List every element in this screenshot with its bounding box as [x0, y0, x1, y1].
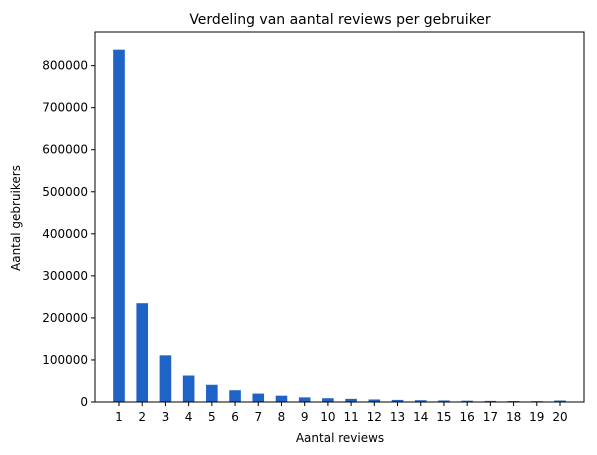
y-tick-label: 300000 — [42, 269, 88, 283]
chart-title: Verdeling van aantal reviews per gebruik… — [189, 12, 491, 28]
bar-15 — [438, 400, 450, 402]
x-tick-label: 4 — [185, 410, 193, 424]
x-tick-label: 3 — [162, 410, 170, 424]
x-tick-label: 20 — [552, 410, 567, 424]
bar-13 — [391, 399, 404, 402]
plot-area: 1 2 3 4 5 6 7 8 9 10 11 12 13 14 15 16 17 18 19 20010000020… — [42, 31, 585, 424]
x-tick-label: 8 — [278, 410, 286, 424]
x-axis-title: Aantal reviews — [296, 431, 384, 445]
bar-17 — [484, 400, 497, 402]
x-tick-label: 2 — [138, 410, 146, 424]
x-tick-label: 16 — [460, 410, 475, 424]
x-tick-label: 11 — [343, 410, 358, 424]
bar-20 — [554, 400, 566, 402]
x-tick-label: 6 — [231, 410, 239, 424]
bar-9 — [298, 397, 311, 402]
x-tick-label: 19 — [529, 410, 544, 424]
x-tick-label: 7 — [254, 410, 262, 424]
bar-1 — [113, 49, 125, 403]
x-tick-label: 1 — [115, 410, 123, 424]
y-tick-label: 100000 — [42, 353, 88, 367]
y-tick-label: 700000 — [42, 101, 88, 115]
y-tick-label: 200000 — [42, 311, 88, 325]
x-tick-label: 18 — [506, 410, 521, 424]
y-tick-label: 600000 — [42, 143, 88, 157]
bar-16 — [461, 400, 473, 402]
x-tick-label: 5 — [208, 410, 216, 424]
bar-4 — [182, 375, 195, 402]
y-tick-label: 800000 — [42, 59, 88, 73]
y-axis-title: Aantal gebruikers — [9, 165, 23, 271]
bar-8 — [275, 395, 288, 402]
bar-12 — [368, 399, 381, 402]
y-tick-label: 0 — [80, 395, 88, 409]
bar-11 — [345, 398, 357, 402]
x-tick-label: 9 — [301, 410, 309, 424]
bar-6 — [229, 390, 241, 402]
bar-7 — [252, 393, 265, 402]
bar-5 — [206, 384, 218, 402]
bar-3 — [159, 355, 172, 402]
x-tick-label: 15 — [436, 410, 451, 424]
y-tick-label: 400000 — [42, 227, 88, 241]
y-tick-label: 500000 — [42, 185, 88, 199]
x-tick-label: 12 — [367, 410, 382, 424]
bar-10 — [322, 398, 334, 402]
bar-2 — [136, 303, 149, 402]
x-tick-label: 14 — [413, 410, 428, 424]
x-tick-label: 17 — [483, 410, 498, 424]
plot-frame — [94, 31, 585, 403]
bar-14 — [414, 400, 427, 402]
x-tick-label: 13 — [390, 410, 405, 424]
x-tick-label: 10 — [320, 410, 335, 424]
